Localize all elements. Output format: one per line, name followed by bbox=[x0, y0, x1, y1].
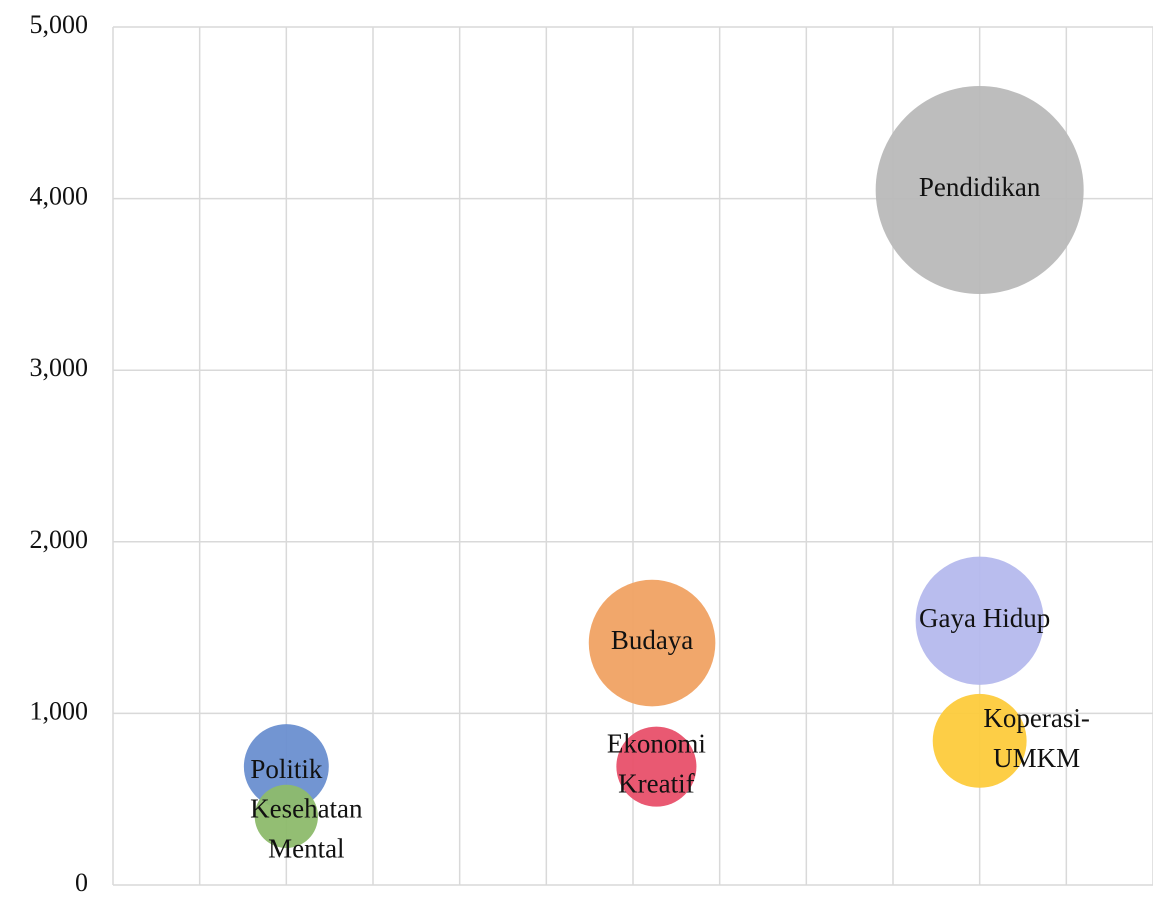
bubble-label: Pendidikan bbox=[919, 172, 1041, 202]
y-tick-label: 4,000 bbox=[30, 182, 89, 211]
bubble-label: Politik bbox=[250, 754, 323, 784]
bubble bbox=[588, 579, 716, 707]
bubble-label: Kesehatan Mental bbox=[250, 794, 363, 864]
bubble-label: Ekonomi Kreatif bbox=[607, 729, 706, 799]
y-tick-label: 2,000 bbox=[30, 525, 89, 554]
bubble bbox=[915, 556, 1044, 685]
bubble-label: Koperasi-UMKM bbox=[983, 703, 1089, 773]
y-tick-label: 5,000 bbox=[30, 10, 89, 39]
y-tick-label: 0 bbox=[75, 868, 88, 897]
bubble bbox=[616, 726, 697, 807]
bubble-label: Gaya Hidup bbox=[919, 603, 1050, 633]
bubble bbox=[254, 784, 318, 849]
y-tick-label: 1,000 bbox=[30, 696, 89, 725]
bubble bbox=[875, 86, 1084, 295]
bubble-label: Budaya bbox=[611, 625, 693, 655]
y-tick-label: 3,000 bbox=[30, 353, 89, 382]
bubble bbox=[932, 693, 1027, 788]
bubble bbox=[243, 724, 329, 810]
